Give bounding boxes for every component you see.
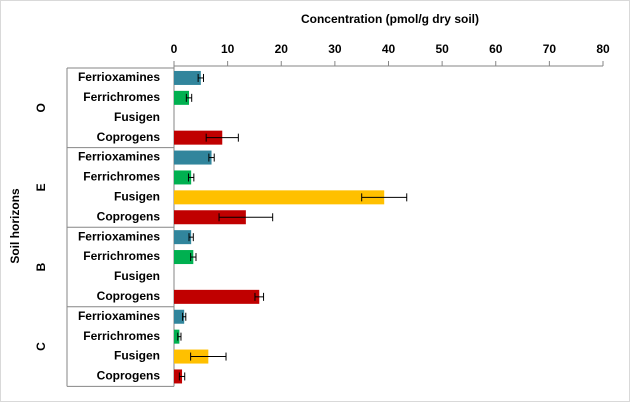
- bar: [174, 90, 190, 105]
- error-bar: [218, 213, 274, 222]
- error-bar: [197, 73, 204, 82]
- y-tick-label: Fusigen: [114, 269, 160, 283]
- bar: [174, 309, 185, 324]
- y-tick-label: Fusigen: [114, 110, 160, 124]
- x-tick-label: 70: [543, 42, 557, 56]
- y-tick-label: Coprogens: [97, 369, 161, 383]
- y-tick-label: Fusigen: [114, 349, 160, 363]
- error-bar: [205, 133, 239, 142]
- bar: [174, 70, 201, 85]
- x-tick-label: 40: [382, 42, 396, 56]
- y-tick-label: Coprogens: [97, 130, 161, 144]
- bar: [174, 289, 260, 304]
- group-label: B: [34, 262, 48, 271]
- bar: [174, 130, 223, 145]
- bar: [174, 369, 183, 384]
- error-bar: [177, 332, 182, 341]
- bar: [174, 230, 192, 245]
- group-label: C: [34, 342, 48, 351]
- error-bar: [361, 193, 408, 202]
- bar: [174, 190, 385, 205]
- bar: [174, 250, 194, 265]
- error-bar: [185, 93, 193, 102]
- x-tick-label: 10: [221, 42, 235, 56]
- error-bar: [254, 292, 265, 301]
- error-bar: [182, 312, 187, 321]
- y-tick-label: Coprogens: [97, 209, 161, 223]
- bar: [174, 210, 246, 225]
- y-tick-label: Ferrichromes: [83, 170, 160, 184]
- y-tick-label: Coprogens: [97, 289, 161, 303]
- y-tick-label: Ferrichromes: [83, 329, 160, 343]
- group-label: E: [34, 183, 48, 191]
- error-bar: [190, 352, 227, 361]
- x-tick-label: 60: [489, 42, 503, 56]
- y-tick-label: Ferrioxamines: [78, 150, 160, 164]
- error-bar: [178, 372, 186, 381]
- y-tick-label: Ferrioxamines: [78, 309, 160, 323]
- x-tick-label: 80: [596, 42, 610, 56]
- bar: [174, 150, 212, 165]
- y-tick-label: Ferrioxamines: [78, 229, 160, 243]
- error-bar: [190, 253, 197, 262]
- error-bar: [188, 233, 194, 242]
- x-tick-label: 30: [328, 42, 342, 56]
- group-label: O: [34, 103, 48, 112]
- error-bar: [187, 173, 195, 182]
- bar: [174, 329, 180, 344]
- bar: [174, 170, 192, 185]
- y-tick-label: Ferrichromes: [83, 249, 160, 263]
- y-tick-label: Fusigen: [114, 190, 160, 204]
- x-tick-label: 50: [435, 42, 449, 56]
- y-tick-label: Ferrichromes: [83, 90, 160, 104]
- y-tick-label: Ferrioxamines: [78, 70, 160, 84]
- y-axis-label: Soil horizons: [8, 188, 22, 264]
- error-bar: [208, 153, 215, 162]
- x-tick-label: 0: [171, 42, 178, 56]
- x-tick-label: 20: [275, 42, 289, 56]
- x-axis-label: Concentration (pmol/g dry soil): [301, 12, 479, 26]
